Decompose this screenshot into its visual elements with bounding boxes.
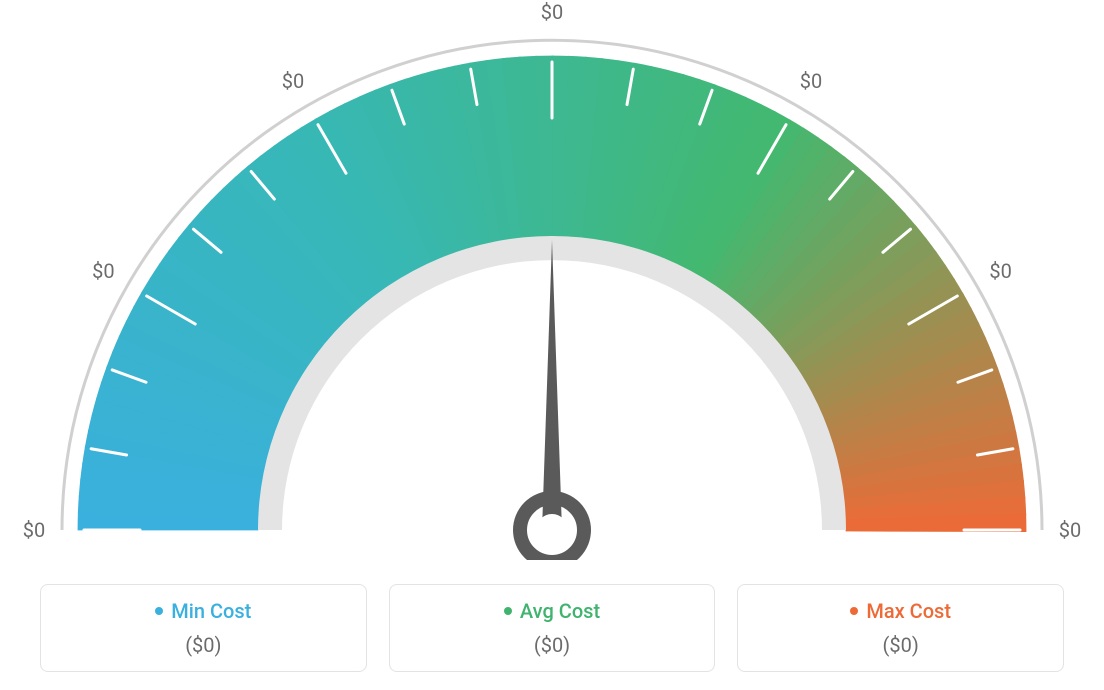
- gauge-tick-label: $0: [800, 69, 822, 93]
- gauge-chart-container: $0 $0 $0 $0 $0 $0 $0 Min Cost ($0) Avg Cost ($…: [0, 0, 1104, 690]
- legend-value-max: ($0): [748, 633, 1053, 657]
- legend-card-avg: Avg Cost ($0): [389, 584, 716, 672]
- legend-value-min: ($0): [51, 633, 356, 657]
- legend-title-max: Max Cost: [850, 599, 951, 623]
- legend-label-max: Max Cost: [866, 599, 951, 623]
- gauge-tick-label: $0: [1059, 518, 1081, 542]
- legend-card-min: Min Cost ($0): [40, 584, 367, 672]
- dot-icon: [850, 607, 858, 615]
- legend-value-avg: ($0): [400, 633, 705, 657]
- gauge-tick-label: $0: [92, 259, 114, 283]
- legend-title-min: Min Cost: [155, 599, 251, 623]
- gauge-area: $0 $0 $0 $0 $0 $0 $0: [0, 0, 1104, 560]
- legend-row: Min Cost ($0) Avg Cost ($0) Max Cost ($0…: [40, 584, 1064, 672]
- dot-icon: [155, 607, 163, 615]
- gauge-tick-label: $0: [282, 69, 304, 93]
- legend-title-avg: Avg Cost: [504, 599, 600, 623]
- gauge-tick-label: $0: [989, 259, 1011, 283]
- legend-card-max: Max Cost ($0): [737, 584, 1064, 672]
- gauge-svg: [0, 0, 1104, 560]
- legend-label-avg: Avg Cost: [520, 599, 600, 623]
- gauge-tick-label: $0: [23, 518, 45, 542]
- dot-icon: [504, 607, 512, 615]
- gauge-tick-label: $0: [541, 0, 563, 24]
- legend-label-min: Min Cost: [171, 599, 251, 623]
